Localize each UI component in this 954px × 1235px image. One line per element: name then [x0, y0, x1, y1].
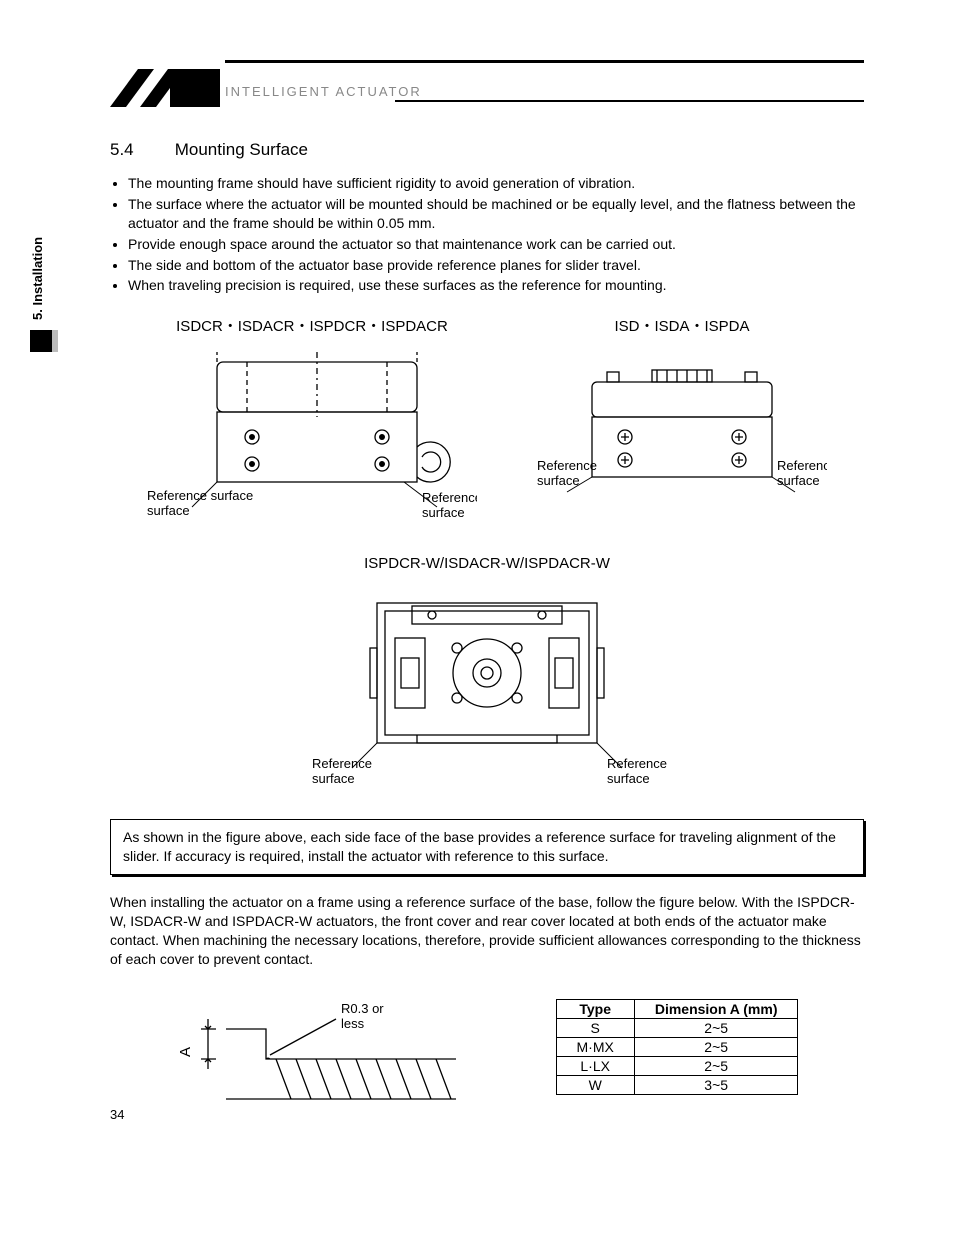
svg-text:surface: surface: [537, 473, 580, 488]
table-row: W 3~5: [556, 1075, 798, 1094]
figure-2: ISD・ISDA・ISPDA Re: [537, 315, 827, 535]
page-header: INTELLIGENT ACTUATOR: [110, 60, 864, 120]
mid-paragraph: When installing the actuator on a frame …: [110, 893, 864, 969]
figure-1: ISDCR・ISDACR・ISPDCR・ISPDACR: [147, 315, 477, 535]
mounting-detail-icon: A R0.3 or less: [176, 999, 476, 1109]
table-cell: L·LX: [556, 1056, 634, 1075]
brand-text: INTELLIGENT ACTUATOR: [225, 84, 422, 99]
figure-3-title: ISPDCR-W/ISDACR-W/ISPDACR-W: [110, 555, 864, 572]
actuator-diagram-3-icon: Reference surface Reference surface: [277, 578, 697, 798]
table-row: M·MX 2~5: [556, 1037, 798, 1056]
side-tab-block: [30, 330, 52, 352]
actuator-diagram-2-icon: Reference surface Reference surface: [537, 342, 827, 532]
logo-mark-icon: [110, 65, 220, 111]
list-item: The mounting frame should have sufficien…: [128, 174, 864, 193]
figure-3: ISPDCR-W/ISDACR-W/ISPDACR-W: [110, 555, 864, 801]
table-cell: M·MX: [556, 1037, 634, 1056]
svg-text:Reference: Reference: [312, 756, 372, 771]
list-item: When traveling precision is required, us…: [128, 276, 864, 295]
actuator-diagram-1-icon: Reference surface surface Reference surf…: [147, 342, 477, 532]
list-item: The surface where the actuator will be m…: [128, 195, 864, 233]
figure-2-title: ISD・ISDA・ISPDA: [537, 315, 827, 336]
radius-note-1: R0.3 or: [341, 1001, 384, 1016]
table-cell: 2~5: [634, 1037, 798, 1056]
svg-text:Reference: Reference: [422, 490, 477, 505]
list-item: The side and bottom of the actuator base…: [128, 256, 864, 275]
dimension-table: Type Dimension A (mm) S 2~5 M·MX 2~5 L·L…: [556, 999, 799, 1095]
list-item: Provide enough space around the actuator…: [128, 235, 864, 254]
table-row: S 2~5: [556, 1018, 798, 1037]
header-rule-bottom: [395, 100, 864, 102]
svg-text:Reference: Reference: [537, 458, 597, 473]
svg-text:Reference: Reference: [607, 756, 667, 771]
side-tab-block-shadow: [52, 330, 58, 352]
page-number: 34: [110, 1107, 124, 1122]
note-box: As shown in the figure above, each side …: [110, 819, 864, 875]
table-header: Type: [556, 999, 634, 1018]
svg-text:surface: surface: [147, 503, 190, 518]
ref-surface-label: Reference surface: [147, 488, 253, 503]
section-title: Mounting Surface: [175, 140, 308, 159]
header-rule-top: [225, 60, 864, 63]
table-header: Dimension A (mm): [634, 999, 798, 1018]
radius-note-2: less: [341, 1016, 365, 1031]
svg-text:surface: surface: [777, 473, 820, 488]
svg-text:surface: surface: [607, 771, 650, 786]
svg-text:surface: surface: [422, 505, 465, 520]
dim-letter: A: [177, 1047, 194, 1057]
mounting-detail-figure: A R0.3 or less: [176, 999, 476, 1112]
table-cell: 3~5: [634, 1075, 798, 1094]
table-cell: S: [556, 1018, 634, 1037]
svg-text:surface: surface: [312, 771, 355, 786]
table-cell: W: [556, 1075, 634, 1094]
logo: [110, 65, 220, 111]
side-tab-label: 5. Installation: [30, 237, 45, 320]
section-number: 5.4: [110, 140, 170, 160]
table-row: L·LX 2~5: [556, 1056, 798, 1075]
section-heading: 5.4 Mounting Surface: [110, 140, 864, 160]
bullet-list: The mounting frame should have sufficien…: [128, 174, 864, 295]
figure-1-title: ISDCR・ISDACR・ISPDCR・ISPDACR: [147, 315, 477, 336]
svg-text:Reference: Reference: [777, 458, 827, 473]
svg-text:Reference surface: Reference surface: [147, 488, 253, 503]
table-cell: 2~5: [634, 1056, 798, 1075]
table-cell: 2~5: [634, 1018, 798, 1037]
table-header-row: Type Dimension A (mm): [556, 999, 798, 1018]
